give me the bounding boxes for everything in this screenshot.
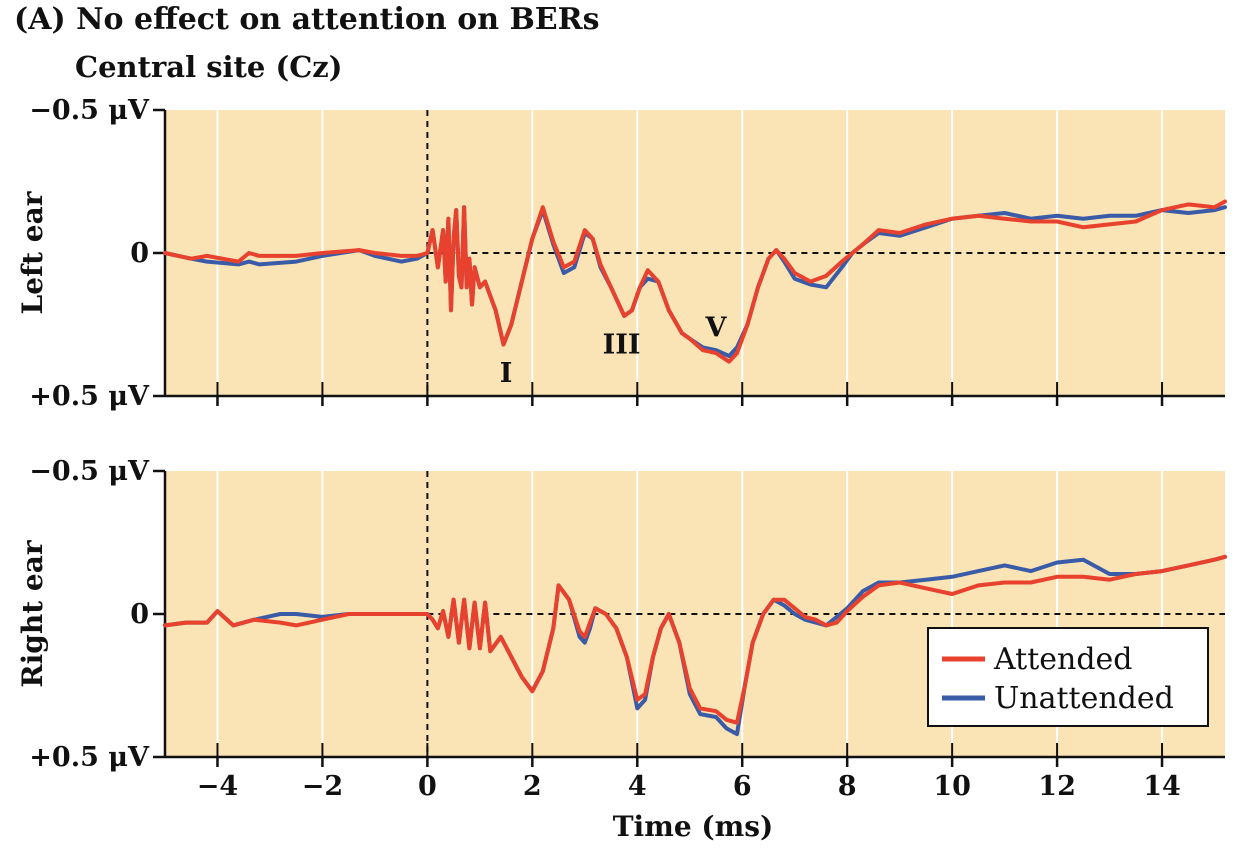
peak-label: V xyxy=(705,312,728,343)
panel-side-label: Left ear xyxy=(16,190,49,314)
legend-label-attended: Attended xyxy=(993,642,1133,677)
panel-side-label: Right ear xyxy=(16,539,49,687)
x-tick-label: −4 xyxy=(197,771,238,802)
x-tick-label: 12 xyxy=(1038,771,1076,802)
y-tick-label: 0 xyxy=(130,238,149,269)
y-tick-label: −0.5 μV xyxy=(29,95,150,126)
x-tick-label: 10 xyxy=(933,771,971,802)
y-tick-label: −0.5 μV xyxy=(29,456,150,487)
y-tick-label: +0.5 μV xyxy=(29,742,150,773)
x-tick-label: 8 xyxy=(838,771,857,802)
figure-title: (A) No effect on attention on BERs xyxy=(14,2,600,37)
x-tick-label: 2 xyxy=(523,771,542,802)
legend-box xyxy=(927,627,1209,727)
peak-label: III xyxy=(603,330,641,361)
legend-label-unattended: Unattended xyxy=(994,681,1174,716)
x-tick-label: 0 xyxy=(418,771,437,802)
x-tick-label: 14 xyxy=(1143,771,1181,802)
series-line-attended xyxy=(163,554,1227,725)
x-tick-label: 4 xyxy=(628,771,647,802)
series-line-attended xyxy=(163,199,1227,364)
y-tick-label: 0 xyxy=(130,599,149,630)
x-axis-title: Time (ms) xyxy=(613,810,774,843)
legend: Attended Unattended xyxy=(927,627,1209,727)
peak-label: I xyxy=(500,358,513,389)
figure-subtitle: Central site (Cz) xyxy=(75,50,343,84)
x-tick-label: 6 xyxy=(733,771,752,802)
y-tick-label: +0.5 μV xyxy=(29,381,150,412)
x-tick-label: −2 xyxy=(302,771,343,802)
